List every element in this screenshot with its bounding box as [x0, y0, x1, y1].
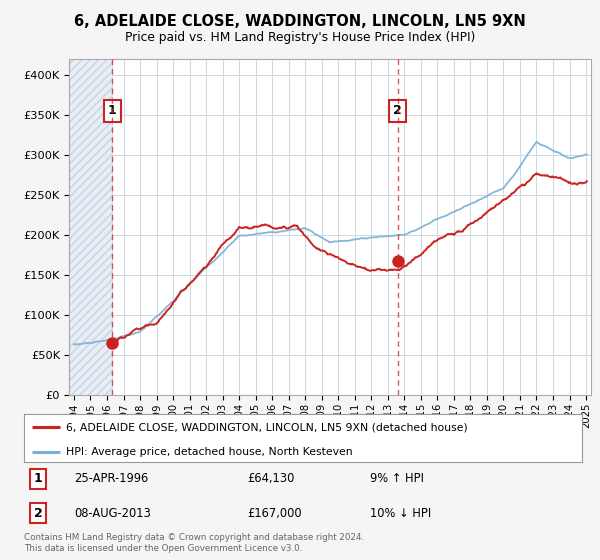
Text: 6, ADELAIDE CLOSE, WADDINGTON, LINCOLN, LN5 9XN: 6, ADELAIDE CLOSE, WADDINGTON, LINCOLN, … — [74, 14, 526, 29]
Text: 2: 2 — [34, 507, 43, 520]
Text: 1: 1 — [34, 473, 43, 486]
Text: Price paid vs. HM Land Registry's House Price Index (HPI): Price paid vs. HM Land Registry's House … — [125, 31, 475, 44]
Bar — [69, 59, 112, 395]
Text: 1: 1 — [108, 104, 116, 117]
Text: 10% ↓ HPI: 10% ↓ HPI — [370, 507, 431, 520]
Text: £64,130: £64,130 — [247, 473, 295, 486]
Text: Contains HM Land Registry data © Crown copyright and database right 2024.
This d: Contains HM Land Registry data © Crown c… — [24, 533, 364, 553]
Text: 08-AUG-2013: 08-AUG-2013 — [74, 507, 151, 520]
Text: HPI: Average price, detached house, North Kesteven: HPI: Average price, detached house, Nort… — [66, 446, 352, 456]
Text: 9% ↑ HPI: 9% ↑ HPI — [370, 473, 424, 486]
Text: 6, ADELAIDE CLOSE, WADDINGTON, LINCOLN, LN5 9XN (detached house): 6, ADELAIDE CLOSE, WADDINGTON, LINCOLN, … — [66, 422, 467, 432]
Text: 25-APR-1996: 25-APR-1996 — [74, 473, 148, 486]
Text: £167,000: £167,000 — [247, 507, 302, 520]
Text: 2: 2 — [393, 104, 402, 117]
